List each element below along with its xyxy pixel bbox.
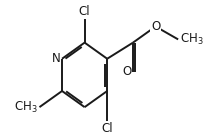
Text: Cl: Cl: [79, 5, 91, 18]
Text: CH$_3$: CH$_3$: [180, 32, 203, 47]
Text: N: N: [52, 52, 60, 65]
Text: O: O: [122, 65, 131, 78]
Text: CH$_3$: CH$_3$: [14, 100, 38, 115]
Text: Cl: Cl: [101, 122, 113, 135]
Text: O: O: [151, 20, 160, 33]
